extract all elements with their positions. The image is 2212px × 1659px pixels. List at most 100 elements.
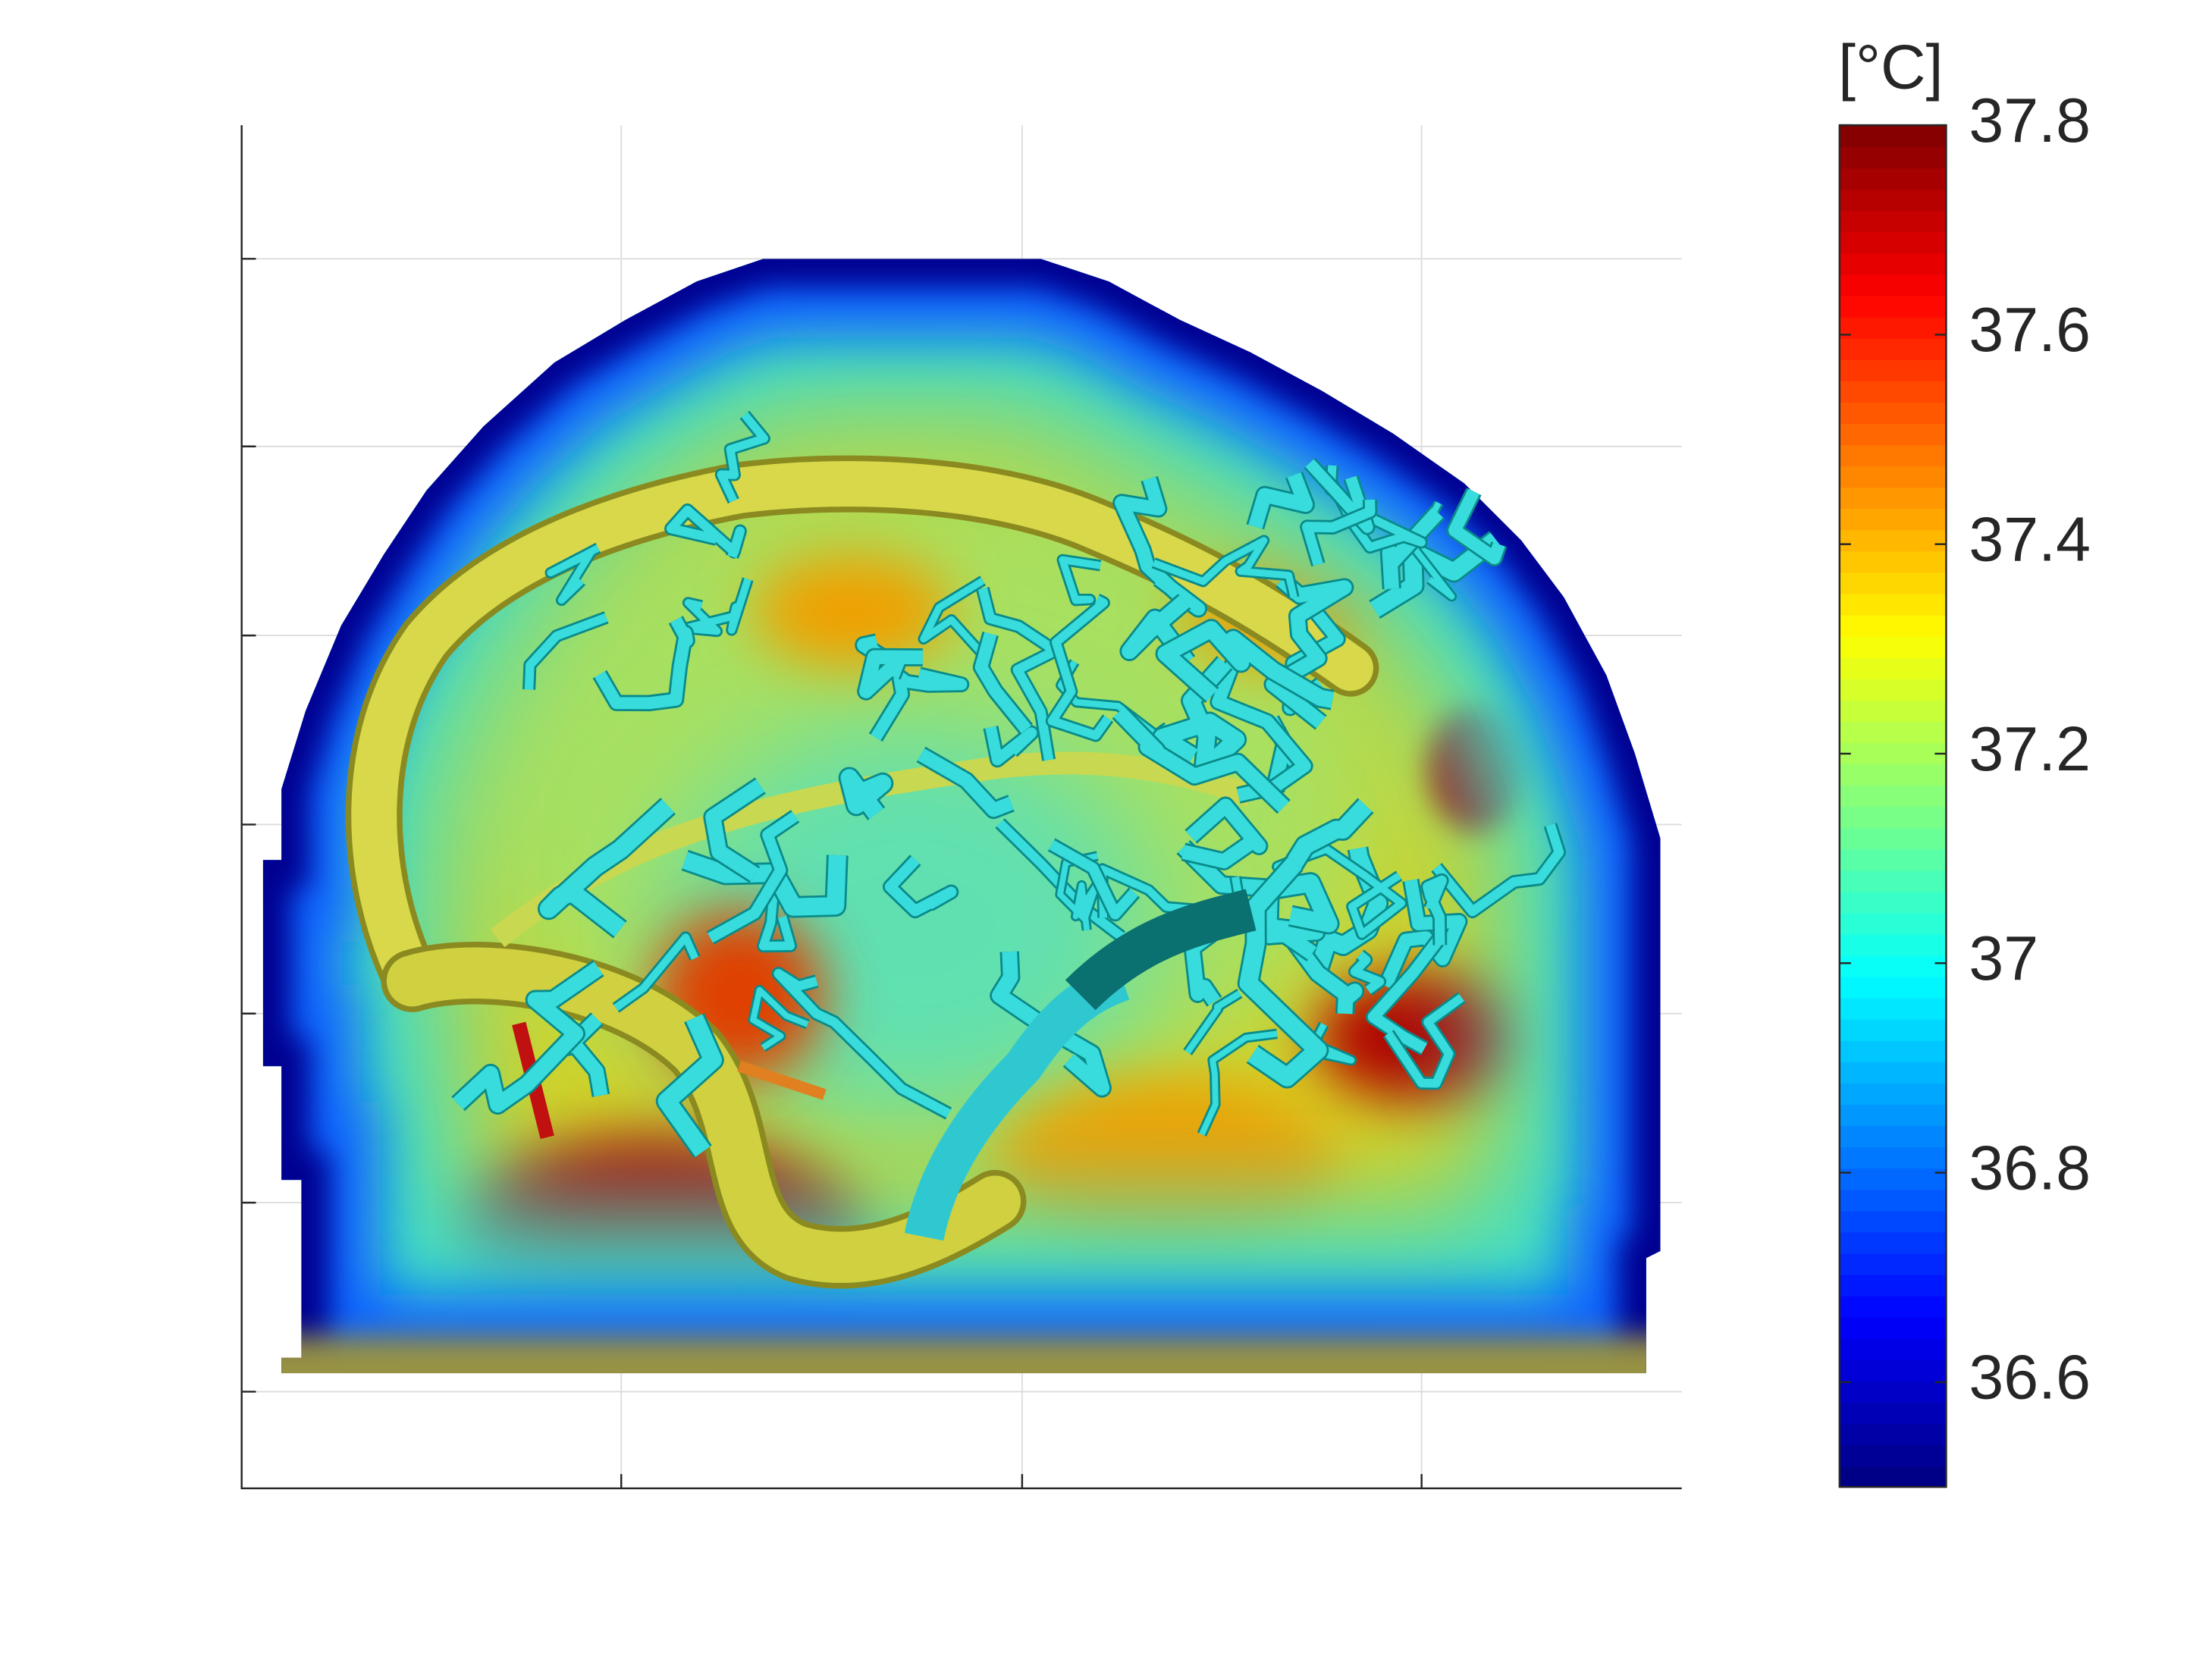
vessel — [1057, 853, 1100, 931]
colorbar-step — [1839, 891, 1947, 914]
colorbar-step — [1839, 1040, 1947, 1062]
vessel — [1152, 537, 1297, 599]
vessel — [1367, 935, 1444, 1054]
colorbar-step — [1839, 380, 1947, 403]
vessel — [773, 968, 951, 1118]
colorbar-step — [1839, 1231, 1947, 1254]
colorbar-step — [1839, 401, 1947, 425]
vessel — [1122, 595, 1194, 667]
vessel — [1302, 499, 1376, 566]
colorbar-step — [1839, 1082, 1947, 1105]
vessel — [1385, 993, 1464, 1088]
colorbar-tick-label: 37.8 — [1969, 86, 2091, 155]
vessel — [453, 961, 603, 1113]
colorbar-step — [1839, 487, 1947, 510]
colorbar-step — [1839, 1380, 1947, 1403]
colorbar-step — [1839, 1189, 1947, 1212]
colorbar-step — [1839, 976, 1947, 999]
colorbar-step — [1839, 806, 1947, 829]
vessels — [345, 410, 1567, 1289]
vessel — [1239, 857, 1327, 1087]
colorbar-step — [1839, 827, 1947, 850]
colorbar-step — [1839, 252, 1947, 275]
colorbar-step — [1839, 1316, 1947, 1339]
colorbar-step — [1839, 1124, 1947, 1148]
colorbar-step — [1839, 466, 1947, 488]
vessel — [1115, 476, 1206, 616]
vessel — [1178, 841, 1324, 960]
colorbar-tick-label: 37 — [1969, 924, 2038, 993]
vessel — [918, 748, 1014, 817]
vessel — [717, 412, 769, 503]
vessel — [1047, 595, 1112, 740]
vessel — [681, 578, 751, 635]
vessel — [1308, 1022, 1355, 1064]
vessel — [1432, 823, 1564, 917]
colorbar-step — [1839, 785, 1947, 808]
colorbar-step — [1839, 1338, 1947, 1360]
colorbar-step — [1839, 1422, 1947, 1446]
vessel — [1153, 657, 1245, 779]
vessel — [985, 726, 1037, 766]
colorbar-step — [1839, 550, 1947, 573]
vessel — [920, 577, 985, 656]
colorbar-step — [1839, 125, 1947, 148]
colorbar-step — [1839, 1401, 1947, 1424]
vessel — [974, 632, 1031, 734]
vessel — [1448, 488, 1505, 565]
colorbar-step — [1839, 210, 1947, 233]
colorbar-step — [1839, 848, 1947, 871]
colorbar-step — [1839, 635, 1947, 658]
vessel — [666, 505, 745, 559]
colorbar-step — [1839, 1359, 1947, 1381]
vessel — [682, 851, 846, 916]
vessel — [657, 1014, 722, 1157]
vessel — [904, 961, 1130, 1241]
colorbar-step — [1839, 337, 1947, 360]
colorbar-step — [1839, 997, 1947, 1020]
colorbar-step — [1839, 1146, 1947, 1169]
colorbar-step — [1839, 1103, 1947, 1127]
colorbar-step — [1839, 1465, 1947, 1488]
vessel — [524, 613, 608, 690]
vessel — [1379, 879, 1466, 989]
colorbar-step — [1839, 1253, 1947, 1275]
vessel — [1423, 875, 1447, 946]
colorbar-tick-label: 37.6 — [1969, 295, 2091, 365]
colorbar-tick-label: 37.4 — [1969, 504, 2091, 574]
colorbar-step — [1839, 1444, 1947, 1467]
colorbar-step — [1839, 763, 1947, 786]
vessel — [1350, 951, 1385, 994]
colorbar-step — [1839, 933, 1947, 956]
colorbar-step — [1839, 359, 1947, 381]
colorbar-step — [1839, 742, 1947, 765]
axes — [240, 125, 1682, 1490]
colorbar: [°C] 36.6 36.8 37 37.2 37.4 37.6 37.8 — [1838, 32, 2091, 1488]
colorbar-step — [1839, 912, 1947, 935]
colorbar-step — [1839, 657, 1947, 679]
vessel — [613, 933, 699, 1011]
vessel — [547, 544, 601, 604]
vessel — [884, 856, 957, 917]
colorbar-step — [1839, 1018, 1947, 1041]
colorbar-tick-label: 37.2 — [1969, 714, 2091, 784]
colorbar-step — [1839, 1061, 1947, 1084]
vessel — [858, 650, 923, 698]
vessel — [1049, 839, 1139, 920]
vessel — [1199, 1030, 1278, 1136]
colorbar-step — [1839, 316, 1947, 339]
vessel — [1276, 920, 1363, 1015]
colorbar-step — [1839, 955, 1947, 977]
colorbar-step — [1839, 422, 1947, 446]
vessel — [871, 669, 968, 741]
colorbar-step — [1839, 529, 1947, 552]
colorbar-step — [1839, 274, 1947, 296]
vessel — [539, 799, 675, 937]
colorbar-step — [1839, 720, 1947, 744]
vessel — [1184, 990, 1242, 1055]
colorbar-step — [1839, 593, 1947, 616]
colorbar-step — [1839, 168, 1947, 190]
vessel — [1305, 459, 1373, 533]
colorbar-step — [1839, 295, 1947, 318]
colorbar-step — [1839, 189, 1947, 212]
